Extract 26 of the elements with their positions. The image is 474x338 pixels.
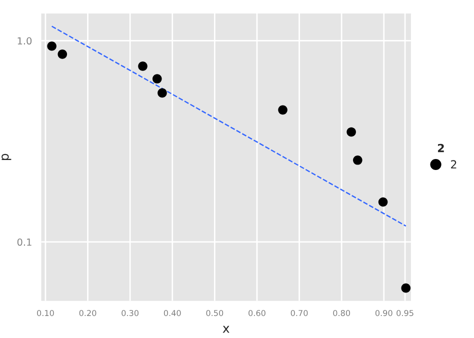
x-tick-label: 0.95 (396, 310, 414, 316)
x-tick-label: 0.50 (206, 310, 224, 316)
point (278, 105, 288, 115)
point (47, 41, 56, 51)
point (138, 62, 148, 71)
y-tick-label: 1.0 (18, 37, 32, 45)
x-axis-title: x (222, 326, 230, 333)
x-tick-label: 0.90 (375, 310, 392, 316)
x-tick-label: 0.40 (164, 310, 181, 316)
point (401, 283, 411, 293)
point (158, 88, 167, 98)
x-tick-label: 0.10 (37, 310, 54, 316)
y-axis-title: p (2, 154, 12, 160)
legend-label: 2 (451, 160, 456, 168)
x-tick-label: 0.30 (122, 310, 139, 316)
point (58, 50, 68, 59)
point (346, 127, 356, 137)
x-tick-label: 0.70 (290, 310, 308, 316)
point (152, 74, 162, 84)
y-tick-label: 0.1 (17, 238, 32, 246)
point (353, 155, 362, 165)
x-tick-label: 0.80 (333, 310, 350, 316)
legend-title: 2 (438, 144, 444, 152)
x-tick-label: 0.60 (248, 310, 266, 316)
x-tick-label: 0.20 (79, 310, 96, 316)
point (378, 197, 388, 207)
